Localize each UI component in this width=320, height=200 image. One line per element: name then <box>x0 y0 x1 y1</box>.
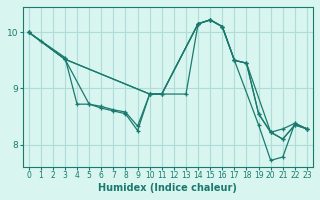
X-axis label: Humidex (Indice chaleur): Humidex (Indice chaleur) <box>98 183 237 193</box>
